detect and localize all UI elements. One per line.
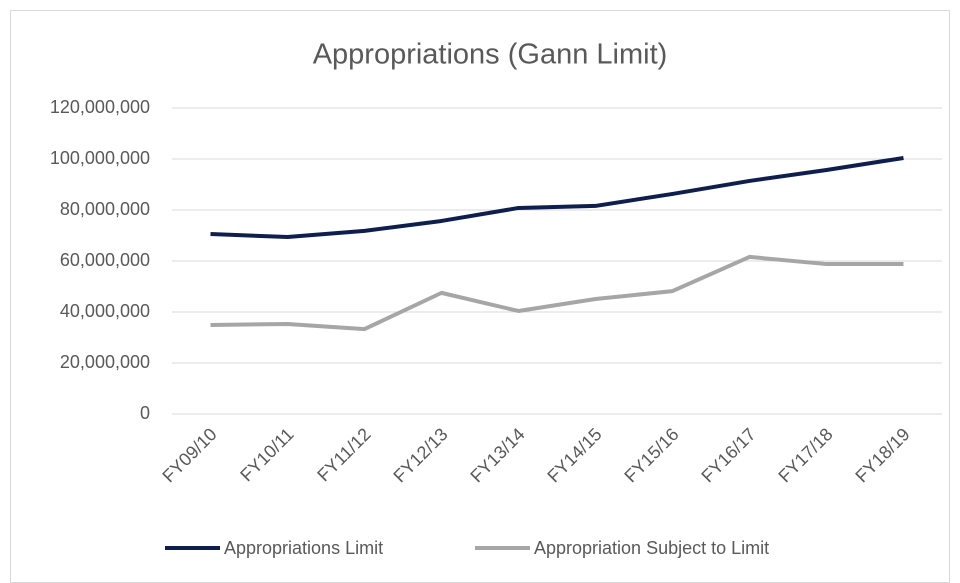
y-tick-label: 0 <box>140 403 150 423</box>
y-tick-label: 120,000,000 <box>50 97 150 117</box>
y-tick-label: 20,000,000 <box>60 352 150 372</box>
legend-label: Appropriation Subject to Limit <box>534 538 769 558</box>
y-tick-label: 60,000,000 <box>60 250 150 270</box>
series-line <box>210 254 904 332</box>
y-tick-label: 40,000,000 <box>60 301 150 321</box>
chart-title: Appropriations (Gann Limit) <box>313 39 668 71</box>
y-tick-label: 80,000,000 <box>60 199 150 219</box>
chart-border <box>10 10 950 583</box>
series-line <box>210 156 904 240</box>
y-tick-label: 100,000,000 <box>50 148 150 168</box>
legend-label: Appropriations Limit <box>224 538 383 558</box>
